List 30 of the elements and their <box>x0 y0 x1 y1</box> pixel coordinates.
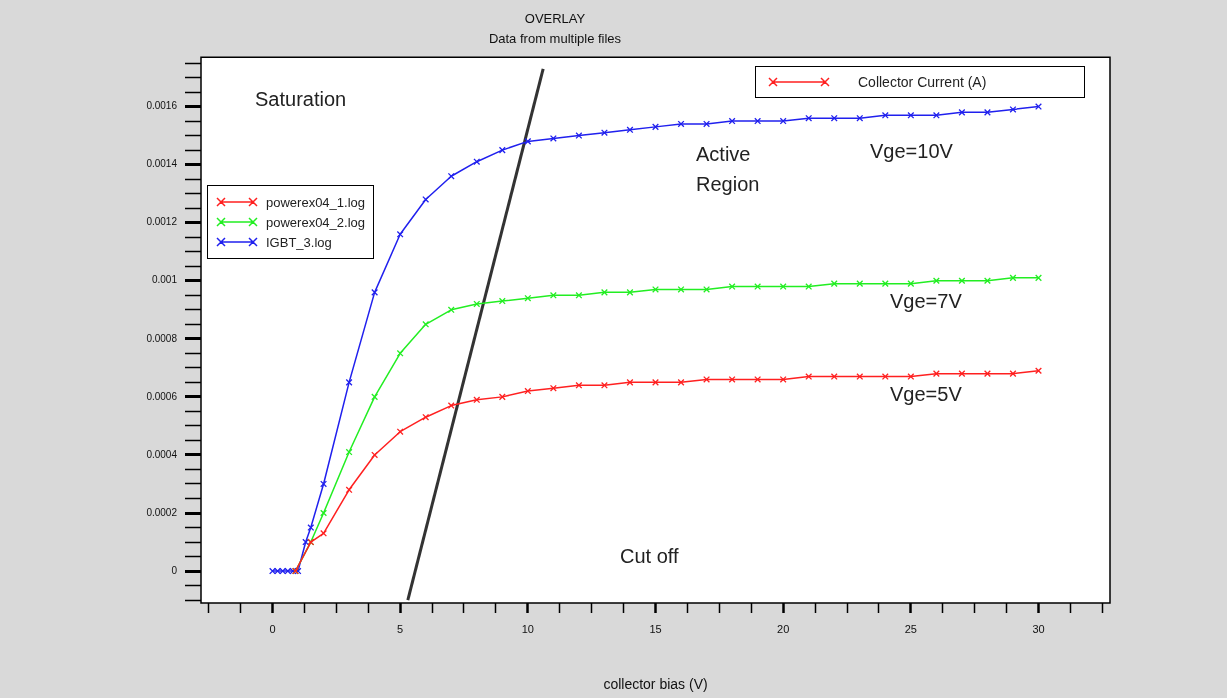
x-tick-label: 15 <box>649 622 662 635</box>
y-tick-label: 0.0016 <box>146 100 178 112</box>
label-box: Collector Current (A) <box>755 66 1085 98</box>
y-tick-label: 0 <box>171 564 178 576</box>
y-tick-label: 0.0006 <box>146 390 178 402</box>
x-tick-label: 20 <box>777 622 790 635</box>
annotation: Cut off <box>620 544 679 567</box>
y-tick-label: 0.0012 <box>146 216 178 228</box>
x-tick-label: 0 <box>269 622 276 635</box>
chart-subtitle: Data from multiple files <box>488 30 622 46</box>
x-tick-label: 30 <box>1032 622 1045 635</box>
annotation: Vge=5V <box>890 382 963 405</box>
legend-label: powerex04_1.log <box>266 194 366 210</box>
chart-title: OVERLAY <box>524 11 586 27</box>
y-tick-label: 0.0004 <box>146 448 178 460</box>
legend-label: powerex04_2.log <box>266 214 366 230</box>
y-axis-title: Collector Current (A) <box>858 74 987 90</box>
y-tick-label: 0.0008 <box>146 332 178 344</box>
y-tick-label: 0.0002 <box>146 506 178 518</box>
x-tick-label: 10 <box>521 622 534 635</box>
x-axis-title: collector bias (V) <box>603 676 708 693</box>
y-tick-label: 0.0014 <box>146 158 178 170</box>
annotation: Vge=7V <box>890 289 963 312</box>
y-tick-label: 0.001 <box>151 274 178 286</box>
annotation: Saturation <box>255 87 347 110</box>
legend-label: IGBT_3.log <box>266 234 332 250</box>
x-tick-label: 5 <box>397 622 404 635</box>
annotation: Active Region <box>696 142 760 195</box>
annotation: Vge=10V <box>870 139 954 162</box>
x-tick-label: 25 <box>904 622 917 635</box>
